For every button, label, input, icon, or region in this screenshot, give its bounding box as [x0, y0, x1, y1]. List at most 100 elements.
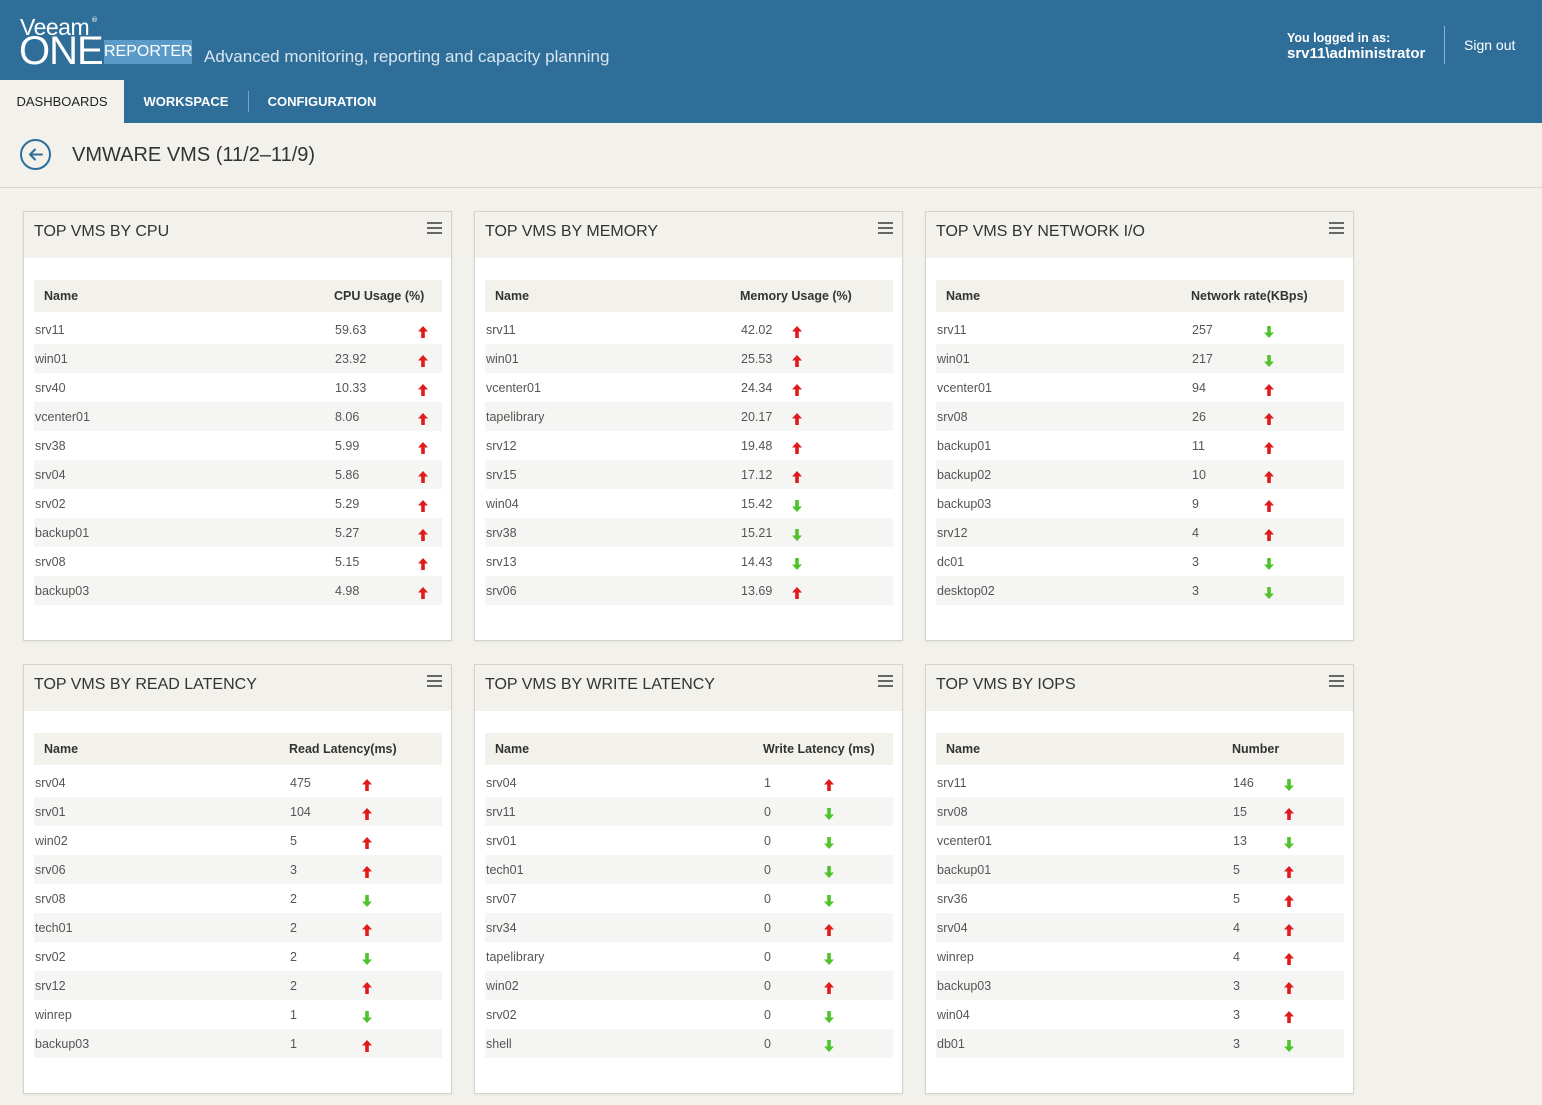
- table-row[interactable]: srv11 59.63: [34, 315, 442, 344]
- panel-menu-icon[interactable]: [1329, 675, 1344, 688]
- table-row[interactable]: srv06 13.69: [485, 576, 893, 605]
- table-row[interactable]: srv36 5: [936, 884, 1344, 913]
- table-row[interactable]: srv04 475: [34, 768, 442, 797]
- table-row[interactable]: desktop02 3: [936, 576, 1344, 605]
- trend-up-arrow-icon: [418, 526, 428, 541]
- table-row[interactable]: backup03 9: [936, 489, 1344, 518]
- table-row[interactable]: win01 217: [936, 344, 1344, 373]
- metric-value: 104: [290, 805, 311, 819]
- back-button[interactable]: [20, 139, 51, 170]
- table-row[interactable]: srv08 2: [34, 884, 442, 913]
- vm-name: dc01: [937, 555, 965, 569]
- tab-dashboards[interactable]: DASHBOARDS: [0, 80, 124, 123]
- table-row[interactable]: winrep 1: [34, 1000, 442, 1029]
- table-row[interactable]: backup01 5: [936, 855, 1344, 884]
- table-row[interactable]: srv11 42.02: [485, 315, 893, 344]
- vm-name: srv12: [937, 526, 968, 540]
- trend-down-arrow-icon: [792, 526, 802, 541]
- table-header: Name Read Latency(ms): [34, 733, 442, 765]
- trend-up-arrow-icon: [1264, 439, 1274, 454]
- trend-up-arrow-icon: [1284, 892, 1294, 907]
- panel-menu-icon[interactable]: [1329, 222, 1344, 235]
- table-row[interactable]: win01 25.53: [485, 344, 893, 373]
- trend-down-arrow-icon: [1284, 834, 1294, 849]
- table-row[interactable]: srv12 2: [34, 971, 442, 1000]
- table-row[interactable]: win04 3: [936, 1000, 1344, 1029]
- table-row[interactable]: srv04 1: [485, 768, 893, 797]
- table-row[interactable]: srv15 17.12: [485, 460, 893, 489]
- table-row[interactable]: shell 0: [485, 1029, 893, 1058]
- table-row[interactable]: backup03 3: [936, 971, 1344, 1000]
- vm-name: vcenter01: [35, 410, 90, 424]
- table-row[interactable]: vcenter01 13: [936, 826, 1344, 855]
- metric-value: 0: [764, 834, 771, 848]
- vm-name: tapelibrary: [486, 410, 545, 424]
- table-row[interactable]: srv07 0: [485, 884, 893, 913]
- table-row[interactable]: winrep 4: [936, 942, 1344, 971]
- table-row[interactable]: srv11 257: [936, 315, 1344, 344]
- table-row[interactable]: dc01 3: [936, 547, 1344, 576]
- table-row[interactable]: backup01 5.27: [34, 518, 442, 547]
- table-row[interactable]: tapelibrary 20.17: [485, 402, 893, 431]
- tab-workspace[interactable]: WORKSPACE: [143, 94, 229, 109]
- table-row[interactable]: win02 0: [485, 971, 893, 1000]
- table-row[interactable]: db01 3: [936, 1029, 1344, 1058]
- table-row[interactable]: srv01 104: [34, 797, 442, 826]
- table-row[interactable]: srv02 0: [485, 1000, 893, 1029]
- table-row[interactable]: srv08 26: [936, 402, 1344, 431]
- vm-name: srv11: [937, 776, 967, 790]
- table-row[interactable]: backup02 10: [936, 460, 1344, 489]
- table-row[interactable]: srv04 4: [936, 913, 1344, 942]
- vm-name: srv11: [937, 323, 967, 337]
- nav-separator: [248, 91, 249, 112]
- panel-menu-icon[interactable]: [878, 222, 893, 235]
- table-row[interactable]: win04 15.42: [485, 489, 893, 518]
- table-row[interactable]: vcenter01 94: [936, 373, 1344, 402]
- table-row[interactable]: srv13 14.43: [485, 547, 893, 576]
- table-row[interactable]: srv01 0: [485, 826, 893, 855]
- metric-value: 13.69: [741, 584, 773, 598]
- trend-up-arrow-icon: [418, 410, 428, 425]
- table-row[interactable]: srv40 10.33: [34, 373, 442, 402]
- table-row[interactable]: srv38 5.99: [34, 431, 442, 460]
- table-row[interactable]: srv02 5.29: [34, 489, 442, 518]
- table-row[interactable]: tapelibrary 0: [485, 942, 893, 971]
- table-row[interactable]: srv11 146: [936, 768, 1344, 797]
- table-row[interactable]: srv38 15.21: [485, 518, 893, 547]
- table-row[interactable]: srv06 3: [34, 855, 442, 884]
- table-row[interactable]: vcenter01 8.06: [34, 402, 442, 431]
- table-row[interactable]: vcenter01 24.34: [485, 373, 893, 402]
- table-row[interactable]: win02 5: [34, 826, 442, 855]
- table-row[interactable]: srv34 0: [485, 913, 893, 942]
- panel-menu-icon[interactable]: [427, 675, 442, 688]
- table-row[interactable]: srv12 4: [936, 518, 1344, 547]
- trend-down-arrow-icon: [362, 892, 372, 907]
- panel-menu-icon[interactable]: [427, 222, 442, 235]
- panel-title: TOP VMS BY CPU: [34, 223, 170, 240]
- table-row[interactable]: srv08 5.15: [34, 547, 442, 576]
- metric-value: 5.15: [335, 555, 360, 569]
- column-header-value: Memory Usage (%): [740, 289, 852, 303]
- table-row[interactable]: srv04 5.86: [34, 460, 442, 489]
- panel-header: TOP VMS BY IOPS: [926, 665, 1353, 711]
- metric-value: 20.17: [741, 410, 773, 424]
- table-row[interactable]: backup03 1: [34, 1029, 442, 1058]
- table-row[interactable]: tech01 2: [34, 913, 442, 942]
- metric-value: 4: [1192, 526, 1199, 540]
- column-header-name: Name: [44, 742, 79, 756]
- metric-value: 14.43: [741, 555, 773, 569]
- table-row[interactable]: win01 23.92: [34, 344, 442, 373]
- panel-top-vms-iops: TOP VMS BY IOPS Name Number srv11 146 srv08 15…: [925, 664, 1354, 1094]
- table-row[interactable]: srv12 19.48: [485, 431, 893, 460]
- tab-configuration[interactable]: CONFIGURATION: [267, 94, 377, 109]
- vm-name: backup02: [937, 468, 992, 482]
- table-row[interactable]: backup03 4.98: [34, 576, 442, 605]
- sign-out-link[interactable]: Sign out: [1464, 37, 1516, 53]
- table-row[interactable]: backup01 11: [936, 431, 1344, 460]
- table-row[interactable]: srv11 0: [485, 797, 893, 826]
- panel-menu-icon[interactable]: [878, 675, 893, 688]
- table-row[interactable]: tech01 0: [485, 855, 893, 884]
- table-row[interactable]: srv02 2: [34, 942, 442, 971]
- panel-top-vms-read-latency: TOP VMS BY READ LATENCY Name Read Latency(…: [23, 664, 452, 1094]
- table-row[interactable]: srv08 15: [936, 797, 1344, 826]
